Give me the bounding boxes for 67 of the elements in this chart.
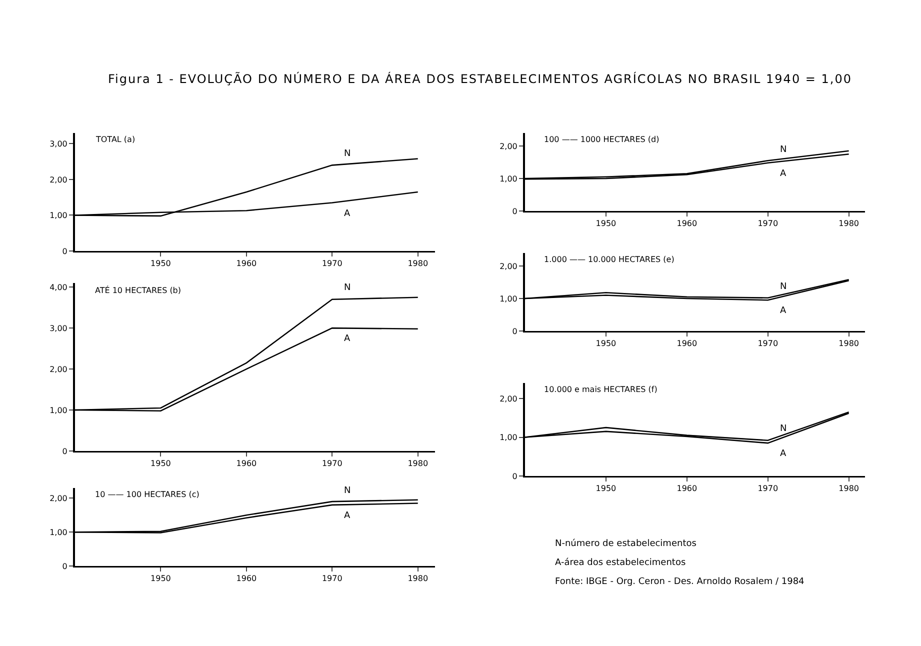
series-label: N (344, 149, 351, 159)
x-tick-label: 1950 (150, 574, 171, 584)
chart-subtitle: ATÉ 10 HECTARES (b) (95, 285, 182, 295)
x-tick-label: 1960 (676, 484, 698, 494)
y-tick-label: 0 (512, 326, 518, 336)
x-tick-label: 1960 (676, 219, 698, 228)
x-tick-label: 1950 (150, 459, 171, 468)
y-tick-label: 3,00 (50, 324, 68, 333)
x-tick-label: 1980 (838, 484, 859, 494)
series-label: A (344, 334, 351, 344)
chart-subtitle: 10.000 e mais HECTARES (f) (544, 385, 658, 394)
series-label: N (344, 283, 351, 293)
chart-subtitle: 10 —— 100 HECTARES (c) (95, 490, 200, 499)
y-tick-label: 2,00 (50, 364, 68, 374)
series-label: N (780, 282, 787, 292)
y-tick-label: 2,00 (500, 394, 518, 404)
y-tick-label: 0 (512, 472, 518, 481)
chart-subtitle: 100 —— 1000 HECTARES (d) (544, 135, 660, 144)
chart-subtitle: 1.000 —— 10.000 HECTARES (e) (544, 255, 674, 264)
y-tick-label: 0 (512, 206, 518, 216)
y-tick-label: 2,00 (500, 262, 518, 271)
x-tick-label: 1980 (408, 259, 428, 268)
x-tick-label: 1970 (322, 574, 342, 584)
x-tick-label: 1970 (322, 259, 342, 268)
text: Figura 1 - EVOLUÇÃO DO NÚMERO E DA ÁREA DOS ESTABELECIMENTOS AGRÍCOLAS NO BRASIL 1940 = 1,00 (107, 70, 853, 88)
y-tick-label: 0 (62, 446, 68, 456)
y-tick-label: 1,00 (500, 433, 518, 442)
x-tick-label: 1960 (236, 574, 257, 584)
x-tick-label: 1970 (758, 339, 778, 348)
series-label: N (780, 145, 787, 155)
y-tick-label: 2,00 (50, 175, 68, 184)
x-tick-label: 1980 (838, 339, 859, 348)
y-tick-label: 0 (62, 246, 68, 256)
y-tick-label: 3,00 (50, 140, 68, 149)
x-tick-label: 1980 (408, 459, 428, 468)
y-tick-label: 4,00 (50, 282, 68, 292)
x-tick-label: 1960 (236, 259, 257, 268)
y-tick-label: 1,00 (50, 528, 68, 537)
x-tick-label: 1950 (150, 259, 171, 268)
y-tick-label: 2,00 (50, 494, 68, 503)
x-tick-label: 1970 (322, 459, 342, 468)
x-tick-label: 1960 (676, 339, 698, 348)
x-tick-label: 1970 (758, 484, 778, 494)
source-note: Fonte: IBGE - Org. Ceron - Des. Arnoldo Rosalem / 1984 (555, 576, 804, 589)
y-tick-label: 1,00 (500, 174, 518, 184)
text: A-área dos estabelecimentos (555, 556, 687, 570)
series-label: A (780, 306, 787, 316)
y-tick-label: 1,00 (50, 211, 68, 220)
x-tick-label: 1970 (758, 219, 778, 228)
x-tick-label: 1950 (596, 339, 616, 348)
series-label: A (780, 449, 787, 459)
y-tick-label: 1,00 (50, 406, 68, 415)
text: N-número de estabelecimentos (555, 538, 698, 551)
x-tick-label: 1960 (236, 459, 257, 468)
y-tick-label: 0 (62, 562, 68, 571)
x-tick-label: 1980 (408, 574, 428, 584)
y-tick-label: 1,00 (500, 294, 518, 304)
series-label: A (344, 511, 351, 521)
series-label: N (780, 424, 787, 434)
series-label: A (780, 169, 787, 179)
series-label: N (344, 486, 351, 496)
x-tick-label: 1950 (596, 219, 616, 228)
chart-subtitle: TOTAL (a) (95, 135, 136, 144)
series-label: A (344, 209, 351, 219)
x-tick-label: 1980 (838, 219, 859, 228)
y-tick-label: 2,00 (500, 142, 518, 151)
x-tick-label: 1950 (596, 484, 616, 494)
